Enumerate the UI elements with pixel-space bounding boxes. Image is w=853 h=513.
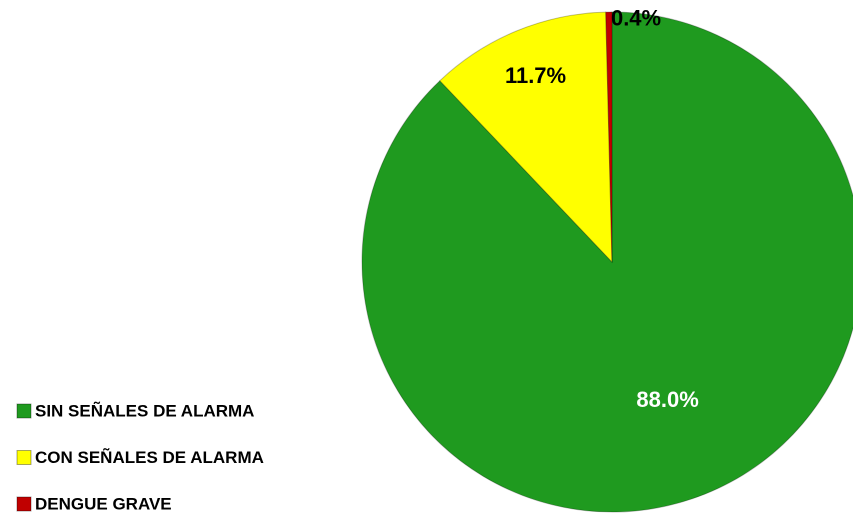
legend-swatch (16, 450, 32, 465)
data-label: 88.0% (636, 387, 698, 412)
legend-swatch (16, 496, 32, 512)
legend-label: CON SEÑALES DE ALARMA (35, 447, 264, 467)
pie-slice (605, 11, 613, 263)
pie-slice (439, 11, 613, 264)
legend-label: DENGUE GRAVE (35, 494, 172, 513)
data-label: 0.4% (611, 5, 661, 30)
legend-swatch (16, 403, 32, 419)
pie-slice (361, 11, 853, 513)
data-label: 11.7% (505, 63, 566, 88)
legend-label: SIN SEÑALES DE ALARMA (35, 400, 254, 420)
